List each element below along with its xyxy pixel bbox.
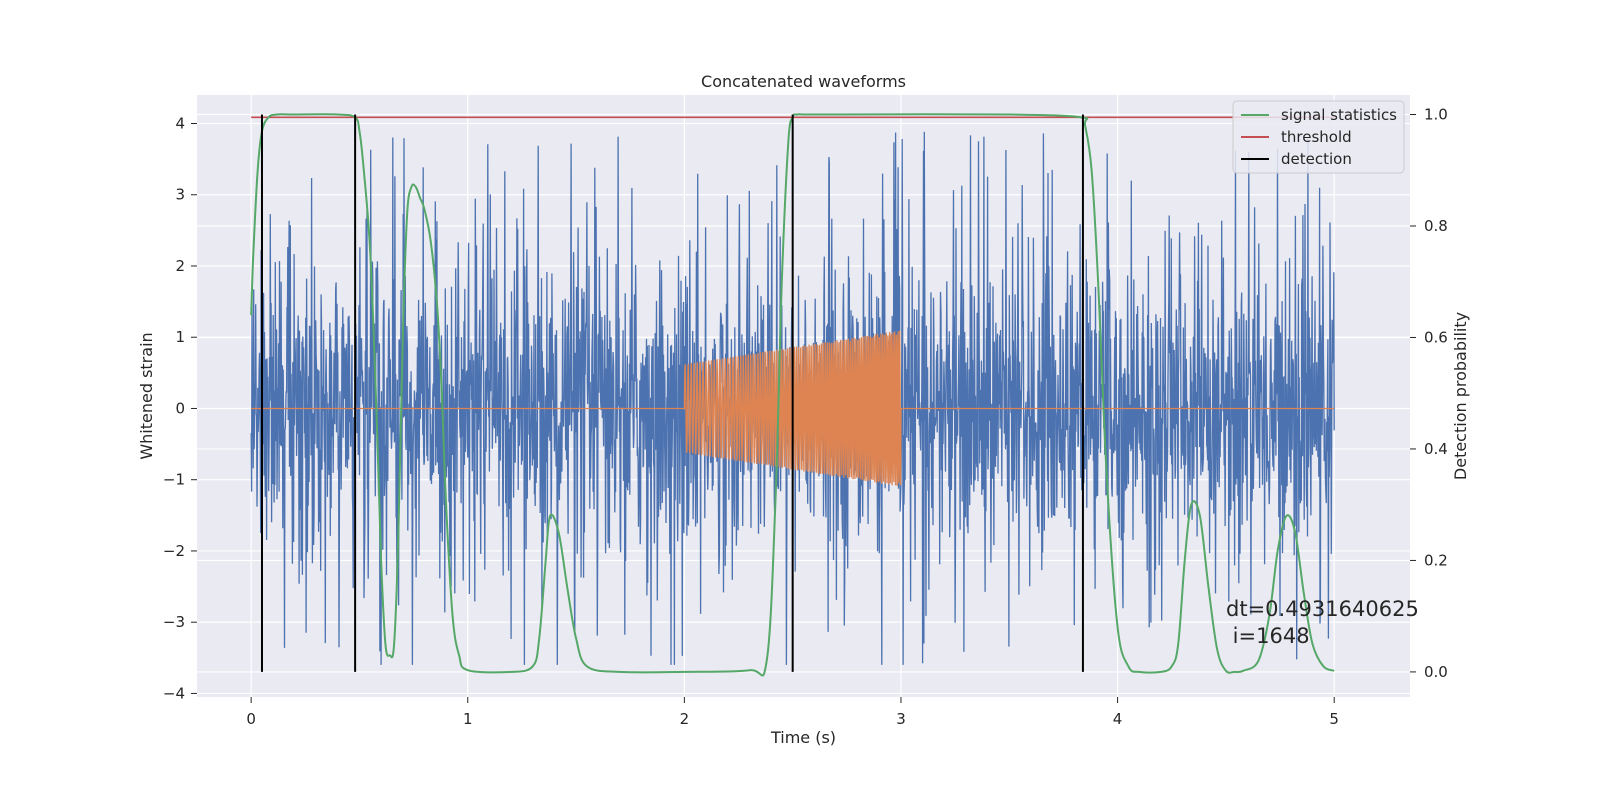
legend-label-threshold: threshold <box>1281 128 1352 146</box>
x-tick-label: 2 <box>680 710 690 728</box>
y-tick-label: −1 <box>163 471 185 489</box>
y-tick-label: 3 <box>175 186 185 204</box>
y-tick-label: 1 <box>175 328 185 346</box>
y-tick-label: 0 <box>175 399 185 417</box>
y-right-tick-label: 0.8 <box>1424 217 1448 235</box>
y-right-tick-label: 0.0 <box>1424 663 1448 681</box>
y-axis-right-label: Detection probability <box>1451 312 1470 480</box>
x-tick-label: 4 <box>1113 710 1123 728</box>
legend-label-signal-statistics: signal statistics <box>1281 106 1397 124</box>
y-right-tick-label: 0.2 <box>1424 551 1448 569</box>
y-tick-label: −3 <box>163 613 185 631</box>
x-tick-label: 1 <box>463 710 473 728</box>
x-tick-label: 3 <box>896 710 906 728</box>
axes: 0 1 2 3 4 5 4 3 2 1 0 −1 −2 −3 −4 1.0 0.8 0.6 0.4 0.2 0.0 <box>163 106 1448 728</box>
x-axis-label: Time (s) <box>770 728 836 747</box>
y-right-tick-label: 0.6 <box>1424 328 1448 346</box>
y-right-tick-label: 0.4 <box>1424 440 1448 458</box>
annotation-dt: dt=0.4931640625 <box>1226 597 1419 621</box>
y-right-tick-label: 1.0 <box>1424 106 1448 124</box>
chart-title: Concatenated waveforms <box>701 72 906 91</box>
y-tick-label: −4 <box>163 684 185 702</box>
y-tick-label: −2 <box>163 542 185 560</box>
legend-box <box>1232 100 1405 174</box>
y-tick-label: 4 <box>175 114 185 132</box>
legend: signal statistics threshold detection <box>1232 100 1405 174</box>
y-tick-label: 2 <box>175 257 185 275</box>
y-axis-label: Whitened strain <box>137 332 156 459</box>
x-tick-label: 0 <box>246 710 256 728</box>
x-tick-label: 5 <box>1329 710 1339 728</box>
legend-label-detection: detection <box>1281 150 1352 168</box>
plot-area <box>250 113 1335 677</box>
signal-statistics-line <box>250 113 1335 677</box>
annotation-index: i=1648 <box>1226 624 1310 648</box>
